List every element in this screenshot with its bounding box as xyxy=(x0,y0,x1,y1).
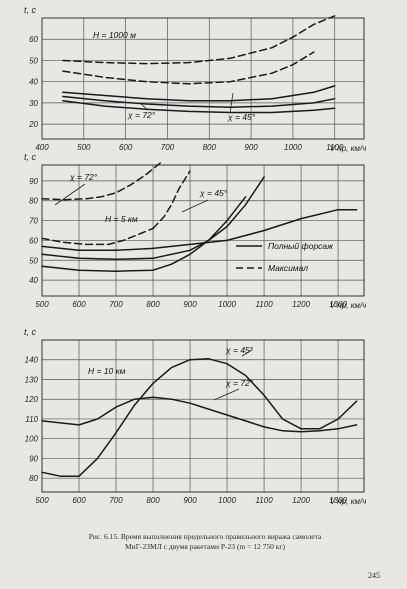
x-tick-label: 800 xyxy=(146,300,160,309)
y-tick-label: 90 xyxy=(29,454,38,463)
x-tick-label: 900 xyxy=(244,143,258,152)
chart-annotation: χ = 72° xyxy=(127,110,156,120)
chart-annotation: χ = 45° xyxy=(199,188,228,198)
caption-line-2: МиГ-23МЛ с двумя ракетами Р-23 (m = 12 7… xyxy=(125,542,285,551)
chart-annotation: χ = 72° xyxy=(69,172,98,182)
y-tick-label: 130 xyxy=(25,375,39,384)
x-tick-label: 700 xyxy=(109,300,123,309)
chart-annotation: χ = 45° xyxy=(225,345,254,355)
annotation-leader xyxy=(140,103,149,111)
x-tick-label: 800 xyxy=(203,143,217,152)
series-line-1 xyxy=(41,162,162,201)
y-tick-label: 30 xyxy=(29,99,38,108)
chart-panel-1: 400 500 600 700 800 900 1000 1100 20 30 40 50 60 t, c… xyxy=(24,5,366,153)
series-line-2 xyxy=(62,51,315,85)
caption-line-1: Рис. 6.15. Время выполнения предельного … xyxy=(88,532,322,541)
plot-frame xyxy=(41,339,365,493)
series-line-2 xyxy=(41,396,358,433)
figure-caption: Рис. 6.15. Время выполнения предельного … xyxy=(40,532,370,552)
x-tick-label: 500 xyxy=(35,300,49,309)
annotation-leader xyxy=(181,199,209,213)
series-line-5 xyxy=(62,100,336,114)
y-tick-label: 80 xyxy=(29,474,38,483)
chart-annotation: H = 10 км xyxy=(88,366,126,376)
y-tick-label: 60 xyxy=(29,236,38,245)
x-tick-label: 500 xyxy=(35,496,49,505)
x-tick-label: 1000 xyxy=(218,300,236,309)
x-tick-label: 1200 xyxy=(292,300,310,309)
series-line-6 xyxy=(41,196,247,272)
series-line-4 xyxy=(62,95,336,108)
x-tick-label: 1200 xyxy=(292,496,310,505)
series-line-3 xyxy=(152,170,191,230)
x-tick-label: 1300 xyxy=(329,300,347,309)
y-axis-label: t, c xyxy=(24,327,37,337)
y-tick-label: 100 xyxy=(25,435,39,444)
x-tick-label: 1100 xyxy=(255,496,273,505)
x-tick-label: 1000 xyxy=(218,496,236,505)
x-axis-label: V пр, км/ч xyxy=(330,144,366,153)
series-line-1 xyxy=(41,358,358,477)
plot-frame xyxy=(41,164,365,297)
x-tick-label: 1300 xyxy=(329,496,347,505)
y-tick-label: 80 xyxy=(29,197,38,206)
annotation-leader xyxy=(229,92,234,114)
x-tick-label: 900 xyxy=(183,496,197,505)
chart-annotation: χ = 72° xyxy=(225,378,254,388)
x-tick-label: 800 xyxy=(146,496,160,505)
x-tick-label: 600 xyxy=(72,496,86,505)
x-tick-label: 1000 xyxy=(284,143,302,152)
chart-panel-3: 500 600 700 800 900 1000 1100 1200 1300 80 90 100 11… xyxy=(24,327,366,506)
annotation-leader xyxy=(213,388,240,401)
x-tick-label: 400 xyxy=(35,143,49,152)
x-tick-label: 600 xyxy=(119,143,133,152)
x-tick-label: 600 xyxy=(72,300,86,309)
page-number: 245 xyxy=(368,571,380,580)
x-tick-label: 700 xyxy=(161,143,175,152)
series-line-3 xyxy=(62,85,336,102)
x-tick-label: 1100 xyxy=(255,300,273,309)
chart-annotation: χ = 45° xyxy=(227,112,256,122)
x-axis-label: V пр, км/ч xyxy=(330,497,366,506)
y-tick-label: 140 xyxy=(25,356,39,365)
y-tick-label: 70 xyxy=(29,217,38,226)
annotation-leader xyxy=(241,349,253,357)
x-tick-label: 1100 xyxy=(326,143,344,152)
y-tick-label: 120 xyxy=(25,395,39,404)
y-tick-label: 60 xyxy=(29,35,38,44)
chart-annotation: H = 5 км xyxy=(105,214,138,224)
chart-annotation: H = 1000 м xyxy=(93,30,136,40)
x-tick-label: 700 xyxy=(109,496,123,505)
y-tick-label: 110 xyxy=(25,415,38,424)
y-axis-label: t, c xyxy=(24,152,37,162)
annotation-leader xyxy=(54,183,86,206)
y-tick-label: 50 xyxy=(29,256,38,265)
chart-panel-2: 500 600 700 800 900 1000 1100 1200 1300 40 50 60 70 8… xyxy=(24,152,366,310)
x-axis-label: V пр, км/ч xyxy=(330,301,366,310)
y-tick-label: 90 xyxy=(29,177,38,186)
series-line-5 xyxy=(41,176,265,261)
y-axis-label: t, c xyxy=(24,5,37,15)
x-tick-label: 900 xyxy=(183,300,197,309)
series-line-4 xyxy=(41,208,358,252)
legend-label: Полный форсаж xyxy=(268,241,334,251)
y-tick-label: 40 xyxy=(29,78,38,87)
series-line-1 xyxy=(62,15,336,65)
legend-label: Максимал xyxy=(268,263,308,273)
y-tick-label: 20 xyxy=(28,120,38,129)
series-line-2 xyxy=(41,227,154,246)
y-tick-label: 50 xyxy=(29,56,38,65)
y-tick-label: 40 xyxy=(29,276,38,285)
plot-frame xyxy=(41,17,365,140)
x-tick-label: 500 xyxy=(77,143,91,152)
